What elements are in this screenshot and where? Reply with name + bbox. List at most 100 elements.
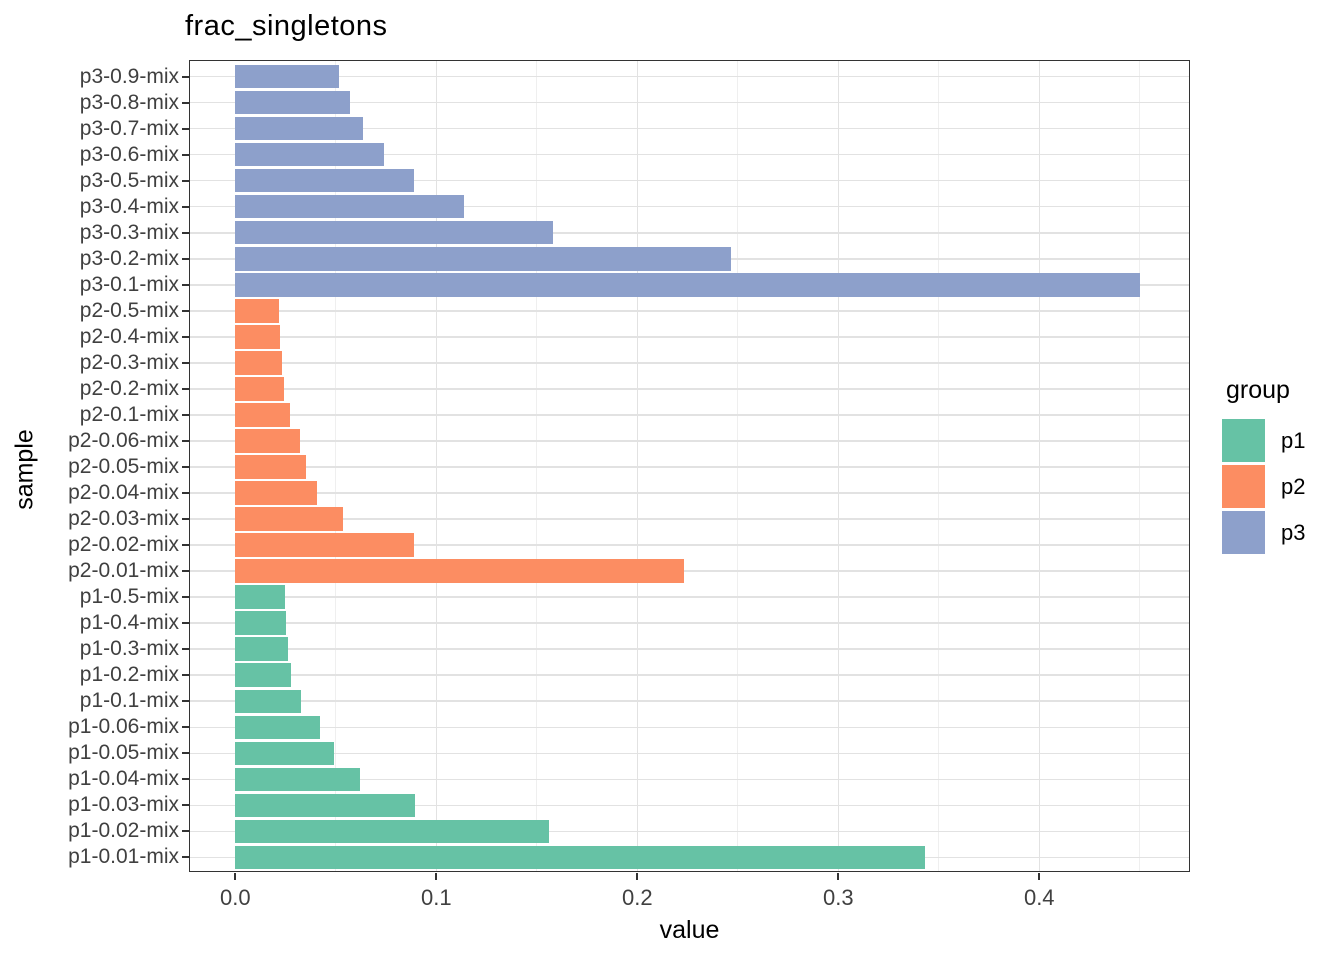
bar-p3-0.6-mix [235,142,384,167]
bar-p1-0.3-mix [235,637,288,661]
legend-swatch-p2 [1222,465,1265,508]
bar-p3-0.9-mix [235,64,340,89]
plot-title: frac_singletons [185,10,388,42]
y-tick [182,257,189,260]
y-tick-label: p1-0.5-mix [79,585,179,609]
x-axis-title: value [659,916,720,944]
y-gridline-major [190,622,1189,624]
y-gridline-major [190,544,1189,546]
y-tick [182,622,189,625]
y-tick [182,674,189,677]
x-tick-label: 0.4 [1023,885,1055,910]
x-gridline-minor [536,61,538,871]
y-gridline-major [190,830,1189,833]
legend-label-p1: p1 [1281,427,1306,453]
x-tick [1038,873,1041,880]
bar-p2-0.2-mix [235,377,284,401]
y-tick-label: p2-0.03-mix [68,507,179,531]
legend-label-p2: p2 [1281,473,1306,499]
y-tick [182,726,189,729]
x-tick [636,873,639,880]
y-tick [182,101,189,104]
x-gridline-minor [335,61,337,871]
x-tick-label: 0.0 [220,885,251,910]
y-tick [182,127,189,130]
bar-p2-0.4-mix [235,325,280,349]
y-gridline-major [190,466,1189,468]
y-tick [182,309,189,312]
bar-p1-0.1-mix [235,689,302,713]
y-gridline-major [190,674,1189,676]
y-tick-label: p3-0.3-mix [79,220,179,244]
y-tick [182,804,189,807]
y-tick [182,466,189,468]
bar-p2-0.3-mix [235,351,282,375]
bar-p3-0.1-mix [235,273,1140,297]
y-tick-label: p2-0.05-mix [68,455,179,478]
y-gridline-major [190,388,1189,390]
y-tick-label: p2-0.02-mix [68,533,179,557]
legend-label-p3: p3 [1281,519,1306,545]
y-gridline-major [190,778,1189,781]
y-gridline-major [190,804,1189,807]
y-tick-label: p2-0.01-mix [68,559,179,583]
y-tick [182,283,189,286]
x-gridline-major [435,61,438,871]
y-tick-label: p3-0.1-mix [79,272,179,296]
y-axis-title: sample [10,429,39,510]
x-gridline-minor [737,61,739,871]
y-tick-label: p2-0.1-mix [79,402,179,426]
y-gridline-major [190,101,1189,104]
y-tick-label: p3-0.6-mix [79,142,179,166]
y-tick-label: p2-0.06-mix [68,428,179,452]
y-tick-label: p3-0.9-mix [79,64,179,88]
legend-swatch-p1 [1222,419,1265,462]
y-tick [182,361,189,364]
y-tick-label: p2-0.4-mix [79,324,179,348]
bar-p2-0.05-mix [235,455,307,479]
y-gridline-major [190,362,1189,364]
y-tick [182,648,189,651]
y-tick-label: p2-0.3-mix [79,350,179,374]
bar-p2-0.01-mix [235,559,685,583]
y-tick [182,752,189,755]
y-gridline-major [190,570,1189,572]
bar-p3-0.3-mix [235,221,553,245]
legend: group p1 p2 p3 [1222,376,1342,557]
y-gridline-major [190,492,1189,494]
y-tick-label: p1-0.02-mix [68,819,179,843]
x-gridline-major [636,61,639,871]
y-tick-label: p1-0.01-mix [68,845,179,869]
y-tick-label: p3-0.5-mix [79,168,179,192]
y-gridline-major [190,700,1189,702]
y-tick-label: p3-0.8-mix [79,90,179,114]
y-tick [182,179,189,182]
bar-p2-0.02-mix [235,533,414,557]
y-tick [182,596,189,599]
y-tick-label: p3-0.7-mix [79,116,179,140]
bar-p2-0.03-mix [235,507,343,531]
y-gridline-major [190,596,1189,598]
y-gridline-major [190,310,1189,312]
y-tick-label: p1-0.03-mix [68,793,179,817]
y-gridline-major [190,726,1189,728]
y-gridline-major [190,440,1189,442]
x-tick [234,873,237,880]
bar-p1-0.04-mix [235,767,361,792]
bar-p1-0.03-mix [235,793,416,818]
y-gridline-major [190,518,1189,520]
y-tick-label: p2-0.5-mix [79,298,179,322]
y-gridline-major [190,153,1189,156]
y-tick [182,387,189,390]
bar-p2-0.1-mix [235,403,290,427]
y-tick [182,439,189,442]
y-gridline-major [190,179,1189,182]
bar-p3-0.7-mix [235,116,364,141]
y-tick [182,231,189,234]
x-tick-label: 0.3 [822,885,854,910]
x-gridline-minor [1139,61,1141,871]
y-tick [182,830,189,833]
y-tick-label: p1-0.2-mix [79,663,179,687]
legend-swatch-p3 [1222,511,1265,554]
